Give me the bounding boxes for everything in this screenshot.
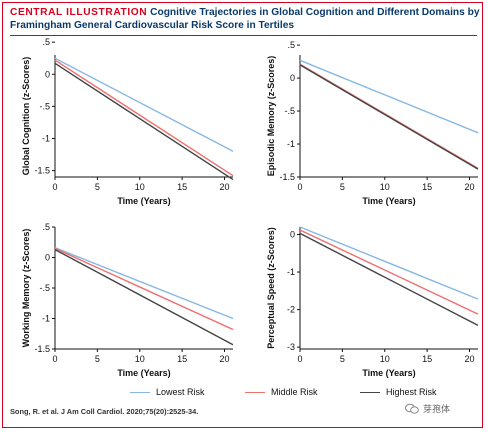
x-tick-label: 15: [422, 182, 432, 192]
series-line-lowest-risk: [299, 226, 479, 300]
x-tick-label: 20: [465, 182, 475, 192]
y-tick-label: -.5: [39, 283, 50, 293]
x-tick-label: 0: [52, 182, 57, 192]
legend: Lowest Risk Middle Risk Highest Risk: [130, 387, 460, 401]
header: CENTRAL ILLUSTRATION Cognitive Trajector…: [10, 6, 480, 32]
x-tick-label: 15: [422, 354, 432, 364]
y-tick-label: 0: [45, 253, 50, 263]
x-tick-label: 5: [95, 182, 100, 192]
y-tick-label: -1: [42, 133, 50, 143]
y-axis-label: Global Cognition (z-Scores): [21, 57, 31, 176]
series-line-middle-risk: [54, 59, 234, 177]
x-axis-label: Time (Years): [362, 368, 415, 378]
y-axis-label: Working Memory (z-Scores): [21, 229, 31, 348]
y-tick-label: -1.5: [34, 166, 50, 176]
x-tick-label: 15: [177, 354, 187, 364]
series-line-highest-risk: [54, 248, 234, 346]
x-tick-label: 10: [135, 182, 145, 192]
header-rule: [10, 35, 477, 36]
x-tick-label: 10: [380, 354, 390, 364]
y-tick-label: -1: [287, 139, 295, 149]
legend-swatch-highest-risk: [360, 391, 380, 393]
x-tick-label: 10: [135, 354, 145, 364]
y-tick-label: -.5: [284, 106, 295, 116]
series-line-highest-risk: [299, 64, 479, 170]
y-tick-label: .5: [42, 222, 50, 232]
chat-bubble-icon: [405, 403, 419, 414]
y-axis-label: Perceptual Speed (z-Scores): [266, 227, 276, 349]
x-tick-label: 5: [95, 354, 100, 364]
x-tick-label: 10: [380, 182, 390, 192]
x-tick-label: 20: [465, 354, 475, 364]
y-tick-label: -.5: [39, 101, 50, 111]
y-tick-label: 0: [290, 230, 295, 240]
y-tick-label: -2: [287, 305, 295, 315]
series-line-middle-risk: [54, 247, 234, 331]
x-tick-label: 20: [220, 354, 230, 364]
x-tick-label: 0: [52, 354, 57, 364]
x-tick-label: 15: [177, 182, 187, 192]
y-tick-label: .5: [42, 37, 50, 47]
illustration-frame: [2, 2, 483, 428]
x-tick-label: 5: [340, 354, 345, 364]
watermark: 芽孢体: [405, 402, 450, 415]
legend-item-lowest-risk: Lowest Risk: [130, 387, 205, 397]
series-line-lowest-risk: [299, 59, 479, 134]
x-axis-label: Time (Years): [117, 196, 170, 206]
y-tick-label: -3: [287, 342, 295, 352]
x-tick-label: 5: [340, 182, 345, 192]
y-tick-label: .5: [287, 40, 295, 50]
series-line-lowest-risk: [54, 247, 234, 320]
series-line-lowest-risk: [54, 57, 234, 152]
legend-item-highest-risk: Highest Risk: [360, 387, 437, 397]
x-tick-label: 20: [220, 182, 230, 192]
y-tick-label: 0: [290, 73, 295, 83]
central-illustration-label: CENTRAL ILLUSTRATION: [10, 7, 148, 18]
y-tick-label: -1: [42, 314, 50, 324]
watermark-text: 芽孢体: [423, 404, 451, 414]
y-tick-label: -1.5: [34, 344, 50, 354]
y-tick-label: -1.5: [279, 172, 295, 182]
x-axis-label: Time (Years): [117, 368, 170, 378]
x-tick-label: 0: [297, 182, 302, 192]
legend-label-lowest-risk: Lowest Risk: [156, 387, 205, 397]
y-tick-label: 0: [45, 69, 50, 79]
legend-swatch-middle-risk: [245, 391, 265, 393]
legend-swatch-lowest-risk: [130, 391, 150, 393]
series-line-middle-risk: [299, 229, 479, 315]
legend-label-highest-risk: Highest Risk: [386, 387, 437, 397]
x-tick-label: 0: [297, 354, 302, 364]
citation: Song, R. et al. J Am Coll Cardiol. 2020;…: [10, 407, 199, 416]
legend-item-middle-risk: Middle Risk: [245, 387, 318, 397]
y-tick-label: -1: [287, 267, 295, 277]
series-line-highest-risk: [299, 232, 479, 327]
legend-label-middle-risk: Middle Risk: [271, 387, 318, 397]
series-line-highest-risk: [54, 62, 234, 181]
x-axis-label: Time (Years): [362, 196, 415, 206]
figure-title: Cognitive Trajectories in Global Cogniti…: [150, 7, 480, 18]
figure-title-line2: Framingham General Cardiovascular Risk S…: [10, 20, 295, 31]
y-axis-label: Episodic Memory (z-Scores): [266, 56, 276, 177]
